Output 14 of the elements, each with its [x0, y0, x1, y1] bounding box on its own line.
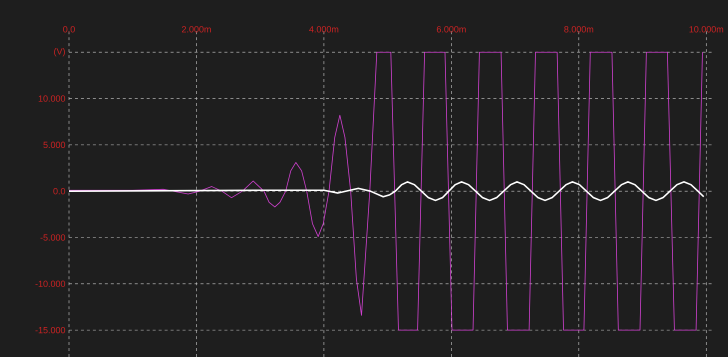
y-tick-label: 5.000 — [43, 142, 66, 148]
x-tick-label: 10.000m — [690, 26, 724, 32]
x-tick-label: 6.000m — [436, 26, 466, 32]
y-tick-label: 0.0 — [53, 188, 66, 194]
y-tick-label: 10.000 — [38, 95, 66, 102]
x-tick-label: 0.0 — [63, 26, 75, 32]
y-tick-label: -10.000 — [35, 280, 66, 287]
x-tick-label: 4.000m — [309, 26, 338, 32]
x-tick-label: 2.000m — [182, 26, 211, 32]
y-tick-label: -15.000 — [35, 326, 66, 334]
line-series — [68, 52, 703, 331]
y-tick-label: -5.000 — [40, 234, 66, 241]
x-tick-label: 8.000m — [564, 26, 594, 32]
y-tick-label: (V) — [54, 48, 65, 56]
